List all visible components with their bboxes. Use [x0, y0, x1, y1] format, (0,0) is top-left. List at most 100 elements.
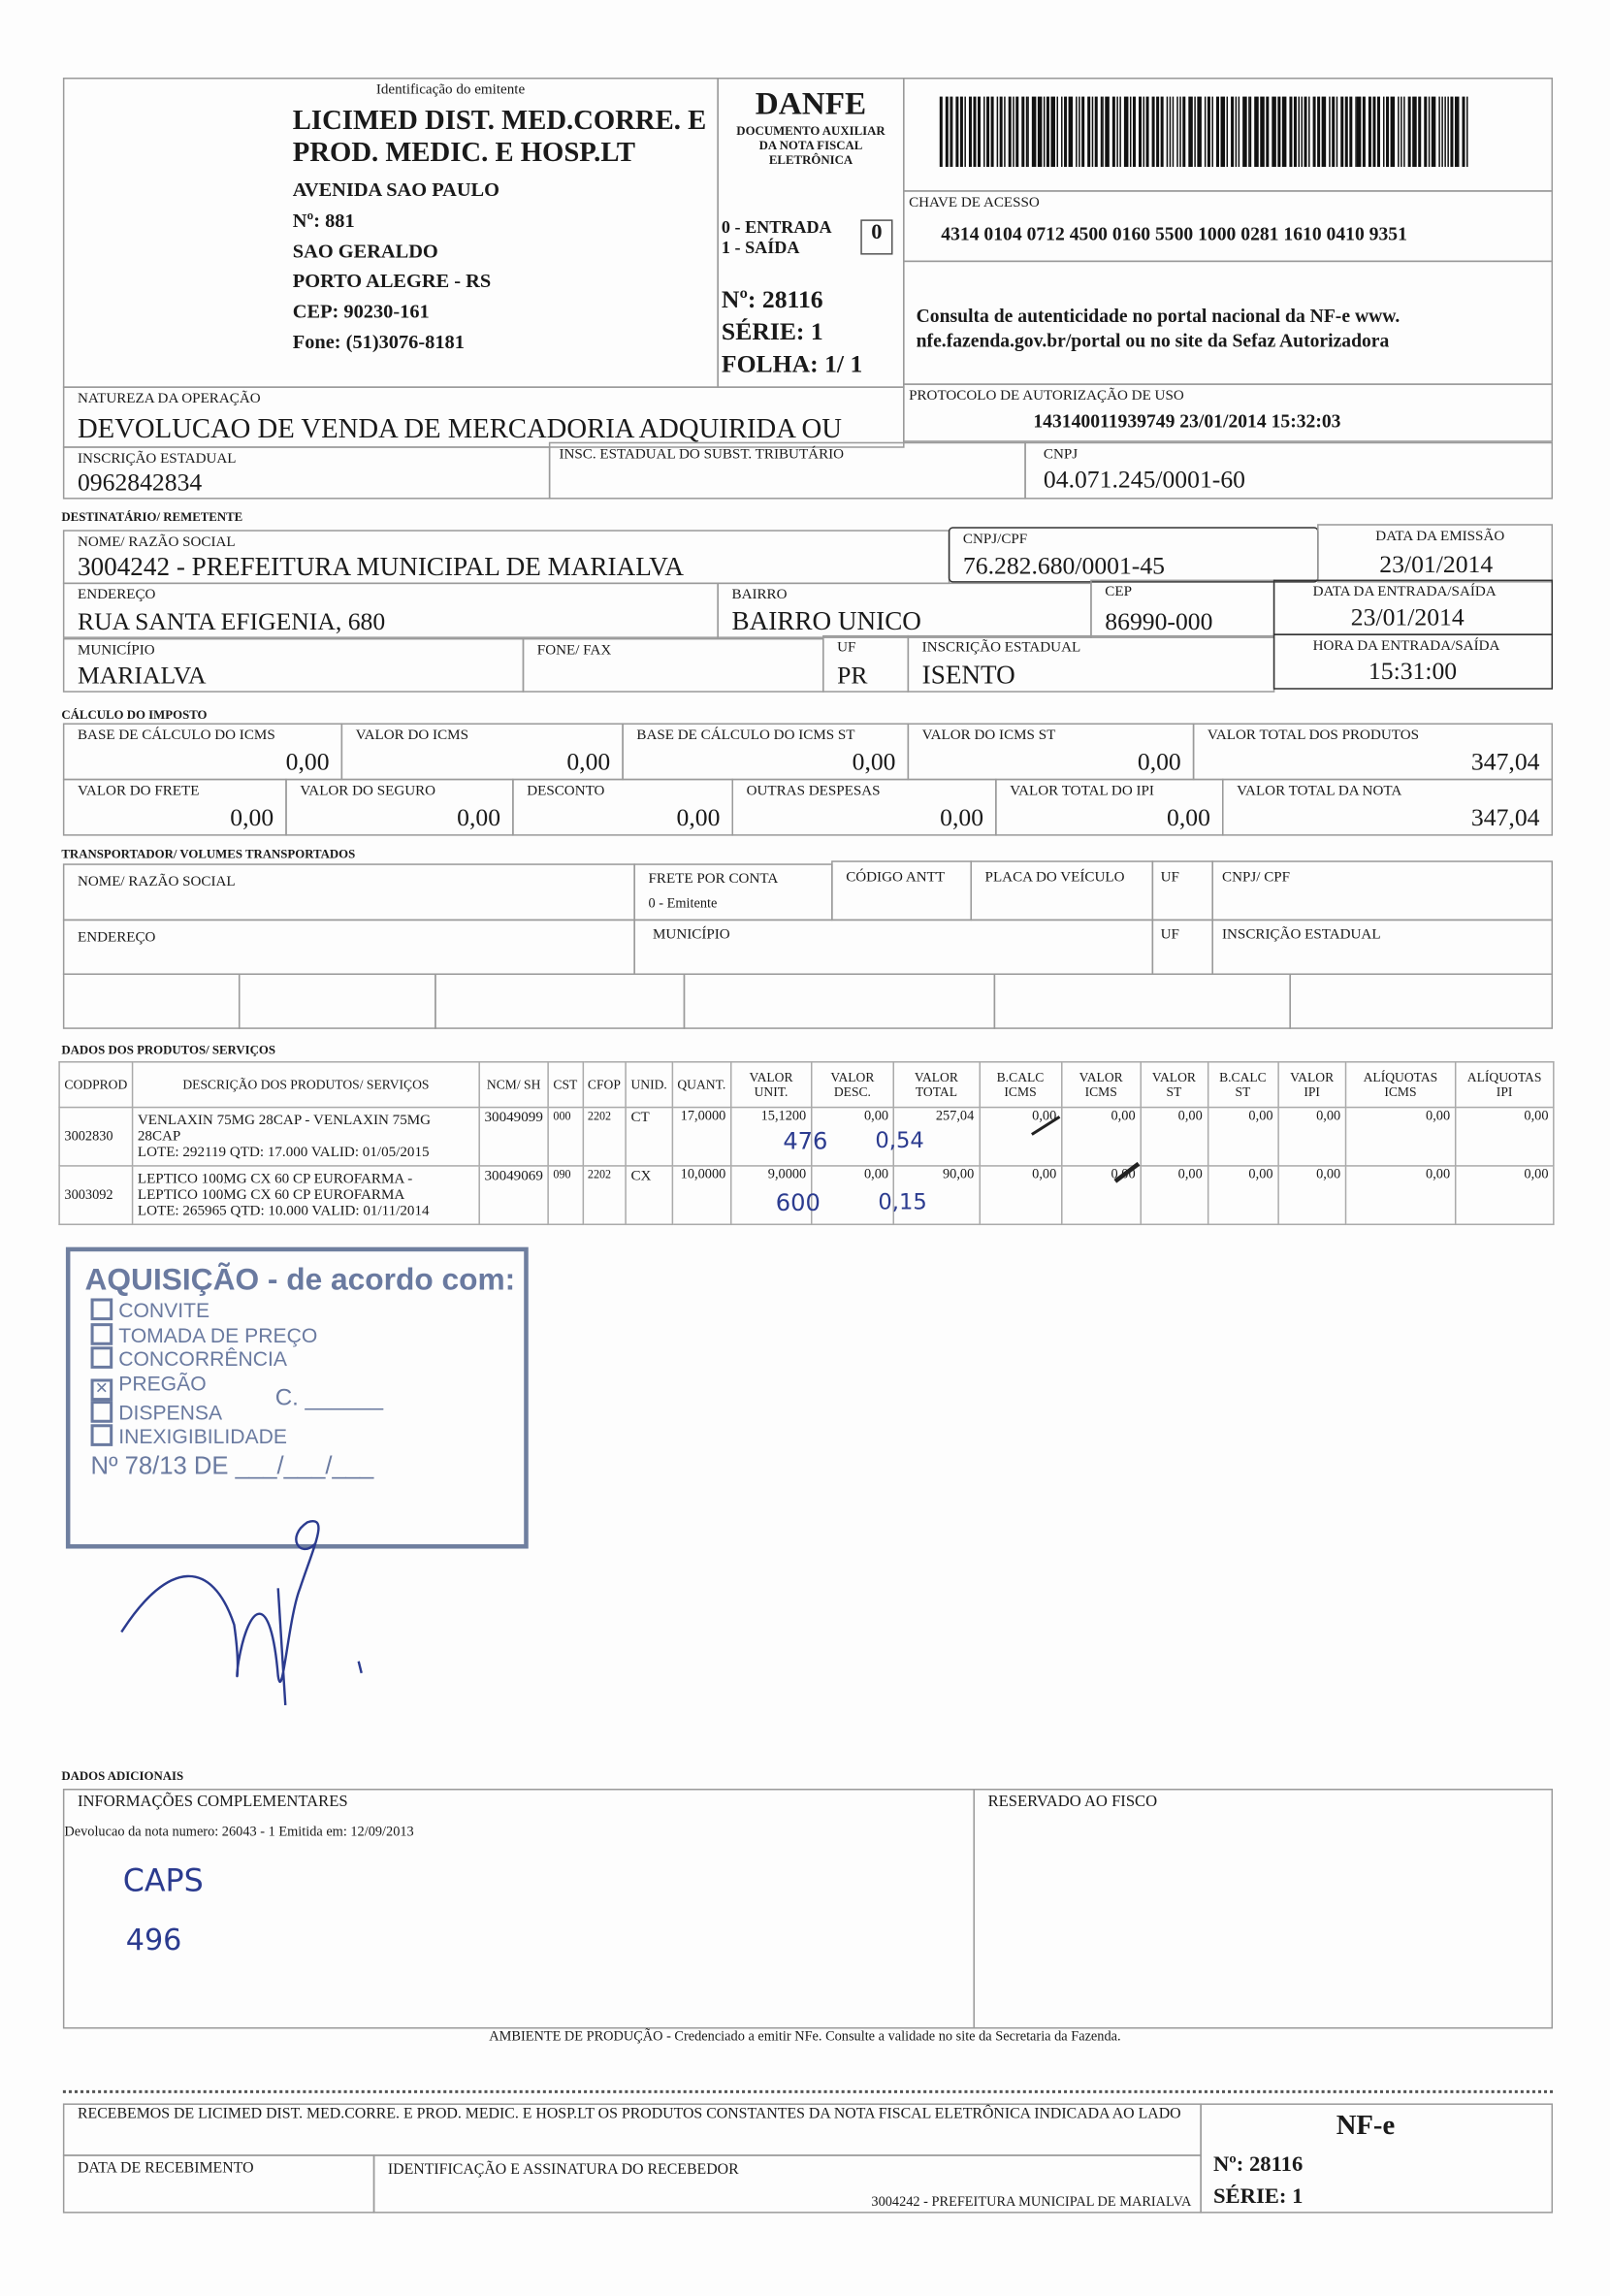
imposto-label: VALOR DO ICMS ST	[921, 727, 1056, 744]
transp-ie-label: INSCRIÇÃO ESTADUAL	[1222, 926, 1381, 943]
barcode-bar	[1437, 96, 1440, 168]
table-cell: 0,00	[978, 1165, 1063, 1226]
nf-serie: SÉRIE: 1	[721, 317, 823, 346]
barcode-bar	[1216, 96, 1219, 168]
barcode-bar	[1454, 96, 1459, 168]
barcode-bar	[1204, 96, 1207, 168]
column-header: B.CALC ICMS	[978, 1061, 1063, 1109]
dest-uf-label: UF	[837, 639, 856, 657]
barcode-bar	[1087, 96, 1091, 168]
stamp-item-label: CONCORRÊNCIA	[118, 1346, 287, 1371]
table-cell: 30049099	[478, 1106, 549, 1167]
imposto-label: VALOR DO FRETE	[77, 783, 200, 799]
barcode-bar	[1260, 96, 1265, 168]
barcode-bar	[1037, 96, 1042, 168]
dest-cep-label: CEP	[1105, 584, 1132, 600]
handwritten-note: 496	[125, 1922, 182, 1957]
signature	[120, 1520, 363, 1706]
imposto-value: 0,00	[1137, 748, 1181, 776]
barcode-bar	[1124, 96, 1129, 168]
emitente-box: Identificação do emitente LICIMED DIST. …	[62, 77, 719, 388]
table-cell: 10,0000	[671, 1165, 732, 1226]
barcode-bar	[978, 96, 981, 168]
barcode-bar	[1155, 96, 1160, 168]
ie-st-label: INSC. ESTADUAL DO SUBST. TRIBUTÁRIO	[559, 446, 845, 463]
imposto-section: CÁLCULO DO IMPOSTO	[61, 706, 208, 722]
barcode-bar	[1398, 96, 1400, 168]
transp-municipio-label: MUNICÍPIO	[653, 926, 730, 943]
volume-cell	[62, 973, 241, 1029]
barcode-bar	[1276, 96, 1281, 168]
emitente-address: AVENIDA SAO PAULO Nº: 881 SAO GERALDO PORTO…	[293, 176, 499, 358]
barcode-bar	[1197, 96, 1202, 168]
barcode-bar	[1362, 96, 1366, 168]
barcode-bar	[982, 96, 984, 168]
pen-mark	[1031, 1116, 1141, 1183]
handwritten-note: 0,54	[875, 1126, 924, 1154]
dest-cep: 86990-000	[1105, 607, 1213, 635]
barcode-bar	[1238, 96, 1240, 168]
checkbox-icon	[90, 1424, 113, 1446]
table-cell: 30049069	[478, 1165, 549, 1226]
natureza-label: NATUREZA DA OPERAÇÃO	[77, 390, 261, 407]
adicionais-section: DADOS ADICIONAIS	[61, 1767, 184, 1783]
checkbox-icon	[90, 1400, 113, 1422]
volume-cell	[238, 973, 436, 1029]
barcode-bar	[1331, 96, 1336, 168]
table-cell: 000	[547, 1106, 584, 1167]
barcode-bar	[1013, 96, 1014, 168]
barcode-bar	[945, 96, 949, 168]
barcode-bar	[1102, 96, 1105, 168]
barcode-bar	[1151, 96, 1154, 168]
barcode-bar	[1385, 96, 1390, 168]
barcode-box	[903, 77, 1554, 192]
barcode-bar	[1172, 96, 1175, 168]
dest-entrada: 23/01/2014	[1350, 602, 1465, 631]
nf-numero: Nº: 28116	[721, 285, 823, 313]
barcode-bar	[1328, 96, 1331, 168]
imposto-value: 0,00	[285, 748, 330, 776]
dest-section: DESTINATÁRIO/ REMETENTE	[61, 509, 243, 525]
barcode-bar	[1304, 96, 1307, 168]
table-cell: 0,00	[1344, 1106, 1457, 1167]
imposto-label: BASE DE CÁLCULO DO ICMS ST	[636, 727, 855, 744]
stamp-checkbox-item: INEXIGIBILIDADE	[90, 1424, 525, 1448]
barcode-bar	[1145, 96, 1149, 168]
barcode-bar	[1179, 96, 1181, 168]
imposto-value: 0,00	[852, 748, 896, 776]
barcode-bar	[964, 96, 966, 168]
aquisicao-stamp: AQUISIÇÃO - de acordo com: CONVITE TOMADA…	[65, 1246, 529, 1549]
table-cell: 0,00	[1344, 1165, 1457, 1226]
barcode-bar	[1382, 96, 1385, 168]
imposto-field: BASE DE CÁLCULO DO ICMS 0,00	[62, 723, 343, 781]
fisco-label: RESERVADO AO FISCO	[987, 1793, 1158, 1811]
barcode-bar	[1075, 96, 1078, 168]
stamp-item-label: TOMADA DE PREÇO	[118, 1322, 318, 1346]
cut-line	[62, 2089, 1554, 2093]
barcode-bar	[1064, 96, 1068, 168]
dest-nome-label: NOME/ RAZÃO SOCIAL	[77, 534, 236, 551]
stamp-numero: Nº 78/13 DE ___/___/___	[90, 1451, 374, 1479]
barcode-bar	[1340, 96, 1344, 168]
table-cell: 0,00	[1140, 1106, 1208, 1167]
protocolo-label: PROTOCOLO DE AUTORIZAÇÃO DE USO	[909, 387, 1184, 404]
column-header: VALOR UNIT.	[729, 1061, 813, 1109]
column-header: VALOR IPI	[1277, 1061, 1347, 1109]
barcode-bar	[1423, 96, 1428, 168]
saida-label: 1 - SAÍDA	[721, 237, 800, 258]
transp-section: TRANSPORTADOR/ VOLUMES TRANSPORTADOS	[61, 846, 356, 861]
barcode-bar	[968, 96, 973, 168]
barcode-bar	[1466, 96, 1468, 168]
barcode-bar	[1115, 96, 1119, 168]
imposto-label: VALOR TOTAL DA NOTA	[1237, 783, 1402, 799]
dest-hora-label: HORA DA ENTRADA/SAÍDA	[1312, 637, 1500, 655]
barcode-bar	[1293, 96, 1297, 168]
imposto-field: VALOR DO ICMS ST 0,00	[907, 723, 1195, 781]
barcode-bar	[1060, 96, 1064, 168]
canhoto-ident-label: IDENTIFICAÇÃO E ASSINATURA DO RECEBEDOR	[387, 2161, 739, 2179]
barcode-bar	[999, 96, 1003, 168]
stamp-checkbox-item: CONVITE	[90, 1298, 525, 1322]
imposto-label: DESCONTO	[527, 783, 605, 799]
column-header: ALÍQUOTAS IPI	[1454, 1061, 1555, 1109]
barcode-bar	[1091, 96, 1093, 168]
